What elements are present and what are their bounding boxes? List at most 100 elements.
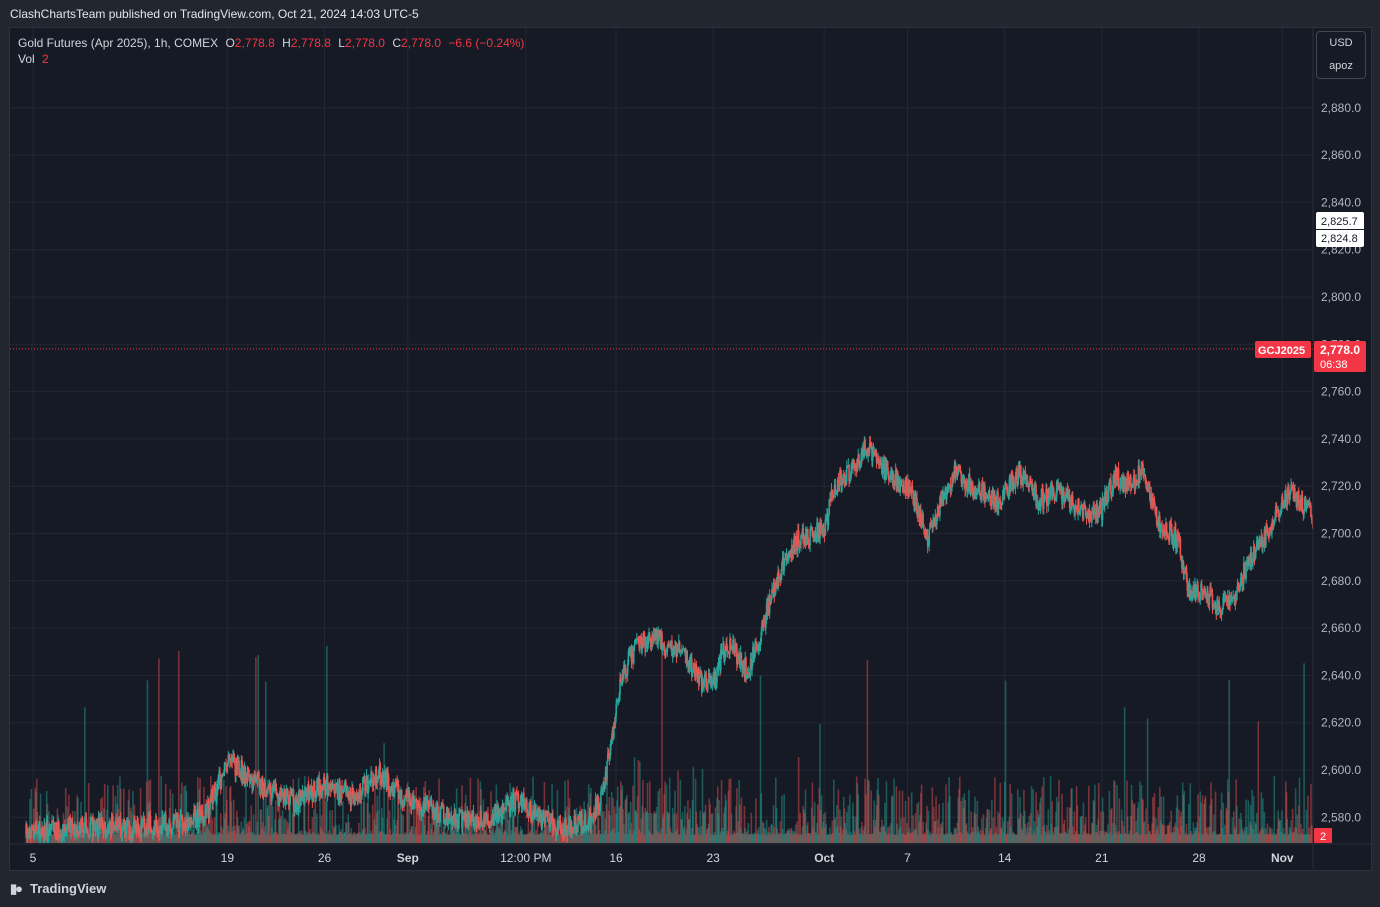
candle-body bbox=[920, 509, 922, 527]
volume-bar bbox=[681, 811, 684, 843]
candle-body bbox=[872, 448, 875, 453]
volume-bar bbox=[868, 781, 870, 843]
candle-body bbox=[558, 822, 560, 831]
volume-bar bbox=[1284, 781, 1287, 843]
volume-bar bbox=[949, 795, 951, 843]
candle-body bbox=[82, 828, 85, 837]
volume-bar bbox=[733, 832, 736, 843]
volume-bar bbox=[383, 743, 385, 843]
volume-bar bbox=[497, 828, 500, 843]
candle-body bbox=[71, 822, 74, 829]
candle-body bbox=[261, 779, 264, 797]
volume-bar bbox=[1225, 807, 1228, 843]
volume-bar bbox=[51, 834, 54, 843]
candle-body bbox=[85, 819, 88, 832]
volume-bar bbox=[864, 778, 866, 843]
volume-bar bbox=[1003, 821, 1005, 843]
candle-body bbox=[871, 448, 874, 462]
candle-body bbox=[1075, 504, 1077, 508]
volume-bar bbox=[971, 831, 973, 843]
candle-body bbox=[71, 820, 73, 823]
chart-frame[interactable] bbox=[9, 27, 1372, 871]
volume-bar bbox=[507, 819, 510, 843]
candle-body bbox=[213, 786, 216, 788]
candle-body bbox=[404, 796, 407, 799]
volume-bar bbox=[163, 834, 166, 843]
candle-body bbox=[439, 818, 441, 822]
candle-body bbox=[690, 658, 693, 677]
volume-bar bbox=[728, 779, 730, 843]
volume-bar bbox=[1253, 834, 1256, 843]
candle-body bbox=[909, 486, 911, 492]
volume-bar bbox=[420, 834, 423, 843]
volume-bar bbox=[715, 834, 718, 843]
volume-bar bbox=[914, 813, 917, 843]
volume-bar bbox=[958, 776, 961, 843]
volume-bar bbox=[323, 832, 325, 843]
candle-body bbox=[55, 822, 58, 836]
volume-bar bbox=[647, 813, 650, 843]
volume-bar bbox=[100, 821, 103, 843]
candle-body bbox=[619, 678, 622, 683]
volume-bar bbox=[243, 817, 246, 843]
volume-bar bbox=[77, 798, 79, 843]
volume-bar bbox=[249, 831, 252, 843]
volume-bar bbox=[1058, 832, 1061, 843]
volume-bar bbox=[1210, 798, 1213, 843]
volume-bar bbox=[242, 827, 244, 843]
candle-body bbox=[472, 811, 475, 822]
volume-bar bbox=[374, 788, 376, 843]
volume-bar bbox=[1224, 834, 1227, 843]
volume-bar bbox=[352, 834, 354, 843]
volume-bar bbox=[1267, 834, 1269, 843]
candle-body bbox=[1142, 464, 1144, 475]
candle-body bbox=[247, 767, 250, 771]
candle-body bbox=[122, 822, 124, 828]
volume-bar bbox=[1271, 834, 1274, 843]
volume-bar bbox=[248, 820, 251, 843]
candle-body bbox=[1065, 492, 1067, 497]
volume-bar bbox=[1076, 805, 1079, 843]
volume-bar bbox=[193, 813, 195, 843]
volume-bar bbox=[592, 834, 595, 843]
candle-body bbox=[261, 779, 263, 781]
volume-bar bbox=[787, 828, 790, 843]
candle-body bbox=[724, 650, 727, 658]
volume-bar bbox=[694, 778, 697, 843]
volume-bar bbox=[629, 829, 631, 843]
volume-bar bbox=[824, 811, 827, 843]
candle-body bbox=[174, 816, 176, 820]
volume-bar bbox=[1067, 833, 1069, 843]
volume-bar bbox=[1262, 798, 1264, 843]
candle-body bbox=[1055, 497, 1057, 500]
volume-bar bbox=[1172, 826, 1175, 843]
candle-body bbox=[1000, 504, 1003, 506]
candle-body bbox=[933, 519, 935, 521]
candle-body bbox=[79, 822, 82, 835]
candle-body bbox=[707, 681, 709, 691]
volume-bar bbox=[473, 833, 476, 843]
volume-bar bbox=[335, 824, 337, 843]
volume-bar bbox=[1021, 830, 1024, 843]
candle-body bbox=[850, 464, 853, 474]
volume-bar bbox=[346, 834, 349, 843]
volume-bar bbox=[337, 834, 340, 843]
candle-body bbox=[708, 673, 711, 680]
volume-bar bbox=[1070, 788, 1073, 843]
volume-bar bbox=[845, 828, 847, 843]
volume-bar bbox=[477, 778, 479, 843]
volume-bar bbox=[606, 776, 608, 843]
volume-bar bbox=[819, 723, 821, 843]
volume-bar bbox=[978, 834, 981, 843]
candle-body bbox=[828, 499, 831, 515]
volume-bar bbox=[183, 786, 185, 843]
volume-bar bbox=[1243, 827, 1246, 843]
candle-body bbox=[37, 830, 40, 833]
candle-body bbox=[889, 474, 892, 480]
candle-body bbox=[419, 807, 422, 810]
candle-body bbox=[201, 810, 204, 823]
volume-bar bbox=[1033, 830, 1035, 843]
volume-series bbox=[25, 643, 1313, 843]
candle-body bbox=[1102, 498, 1105, 501]
